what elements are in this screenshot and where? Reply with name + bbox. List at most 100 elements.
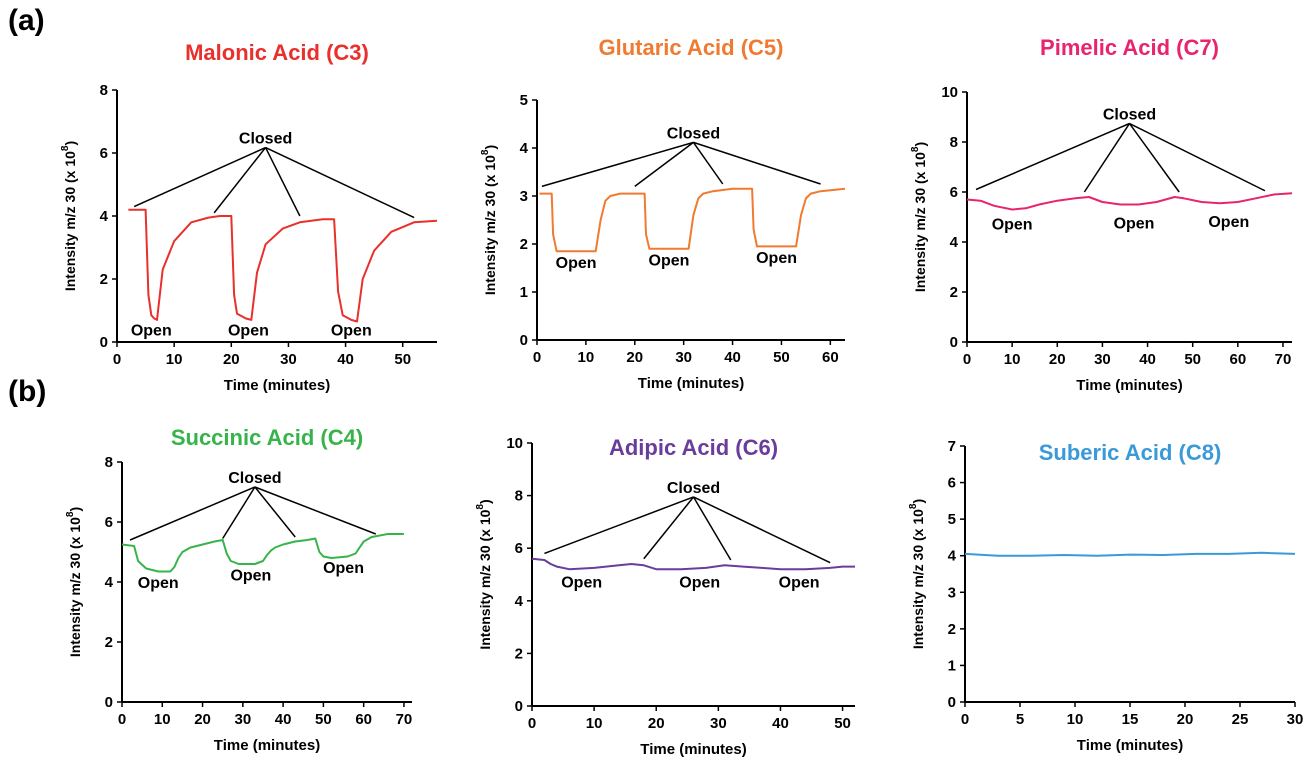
chart-3-open-label: Open	[230, 568, 271, 585]
chart-2-series-line-0	[966, 192, 1293, 211]
chart-4-y-tick-label: 2	[515, 645, 523, 662]
chart-0-open-label: Open	[228, 323, 269, 340]
chart-4-closed-label: Closed	[667, 480, 720, 497]
chart-5-y-tick-label: 7	[948, 438, 956, 455]
chart-2-open-label: Open	[1114, 215, 1155, 232]
chart-3-closed-pointer	[129, 486, 256, 541]
chart-4-x-tick-label: 10	[586, 715, 603, 732]
chart-3-y-tick-label: 2	[105, 634, 113, 651]
chart-4-y-tick-label: 6	[515, 540, 523, 557]
chart-1-open-label: Open	[556, 255, 597, 272]
chart-1-x-tick-label: 40	[724, 349, 741, 366]
chart-5-x-tick-label: 25	[1232, 711, 1249, 728]
chart-5-y-tick-label: 5	[948, 511, 956, 528]
chart-3-closed-pointer	[254, 486, 377, 535]
chart-3-x-tick-label: 50	[315, 711, 332, 728]
chart-5-x-tick-label: 10	[1067, 711, 1084, 728]
chart-5-y-tick-label: 1	[948, 657, 956, 674]
chart-4-x-tick-label: 40	[772, 715, 789, 732]
chart-0-open-label: Open	[131, 323, 172, 340]
chart-3-closed-pointer	[254, 486, 296, 538]
chart-2-x-tick-label: 0	[963, 351, 971, 368]
chart-3-y-tick-label: 8	[105, 454, 113, 471]
chart-0-series-line-0	[128, 208, 438, 323]
chart-3-series-line-0	[121, 533, 404, 573]
chart-3-closed-label: Closed	[228, 470, 281, 487]
chart-4-ylabel: Intensity m/z 30 (x 108)	[475, 499, 493, 649]
chart-1-xlabel: Time (minutes)	[638, 375, 744, 392]
chart-1-x-tick-label: 60	[822, 349, 839, 366]
chart-4-x-tick-label: 50	[834, 715, 851, 732]
chart-5-x-tick-label: 0	[961, 711, 969, 728]
chart-0-closed-pointer	[213, 147, 267, 214]
chart-5-x-tick-label: 5	[1016, 711, 1024, 728]
chart-0-closed-pointer	[265, 146, 415, 219]
chart-1-x-tick-label: 30	[675, 349, 692, 366]
chart-4-x-tick-label: 20	[648, 715, 665, 732]
chart-2-closed-pointer	[1129, 122, 1266, 192]
chart-4-open-label: Open	[779, 575, 820, 592]
chart-4-title: Adipic Acid (C6)	[609, 435, 778, 460]
chart-2-closed-pointer	[1128, 123, 1180, 193]
chart-1-closed-pointer	[634, 141, 694, 187]
chart-5-y-tick-label: 4	[948, 548, 957, 565]
chart-0-ylabel-exponent: 8	[60, 145, 71, 151]
chart-4-x-tick-label: 30	[710, 715, 727, 732]
chart-5-ylabel-close: )	[910, 499, 926, 504]
chart-0-y-tick-label: 8	[100, 82, 108, 99]
chart-0-y-tick-label: 6	[100, 145, 108, 162]
chart-2-x-tick-label: 60	[1229, 351, 1246, 368]
chart-4-ylabel-close: )	[477, 499, 493, 504]
chart-0-ylabel-text: Intensity m/z 30 (x 10	[62, 151, 78, 291]
chart-4-closed-pointer	[643, 496, 695, 560]
chart-4-xlabel: Time (minutes)	[640, 741, 746, 758]
chart-5-y-tick-label: 0	[948, 694, 956, 711]
chart-4-y-tick-label: 0	[515, 698, 523, 715]
chart-1-x-tick-label: 10	[578, 349, 595, 366]
chart-4-open-label: Open	[561, 575, 602, 592]
chart-2-y-tick-label: 4	[950, 234, 959, 251]
chart-5-ylabel-exponent: 8	[908, 503, 919, 509]
chart-5-x-tick-label: 20	[1177, 711, 1194, 728]
chart-1-y-tick-label: 4	[520, 140, 529, 157]
chart-4-series-line-0	[531, 557, 855, 571]
chart-1-x-tick-label: 50	[773, 349, 790, 366]
chart-2-open-label: Open	[1208, 214, 1249, 231]
chart-4-ylabel-text: Intensity m/z 30 (x 10	[477, 509, 493, 649]
chart-0-xlabel: Time (minutes)	[224, 377, 330, 394]
chart-1-title: Glutaric Acid (C5)	[599, 35, 784, 60]
chart-1-y-tick-label: 1	[520, 284, 528, 301]
chart-3-y-tick-label: 6	[105, 514, 113, 531]
chart-0-closed-pointer	[133, 146, 266, 208]
chart-4-ylabel-exponent: 8	[475, 504, 486, 510]
chart-3-y-tick-label: 4	[105, 574, 114, 591]
chart-2-y-tick-label: 8	[950, 134, 958, 151]
chart-1-ylabel-text: Intensity m/z 30 (x 10	[482, 155, 498, 295]
chart-0-title: Malonic Acid (C3)	[185, 40, 369, 65]
chart-1-series-line-0	[539, 187, 846, 253]
chart-2-open-label: Open	[992, 217, 1033, 234]
chart-5-x-tick-label: 30	[1287, 711, 1304, 728]
chart-1-x-tick-label: 20	[626, 349, 643, 366]
chart-3-x-tick-label: 10	[154, 711, 171, 728]
chart-2-x-tick-label: 50	[1184, 351, 1201, 368]
chart-1-ylabel-exponent: 8	[480, 149, 491, 155]
chart-2-x-tick-label: 30	[1094, 351, 1111, 368]
chart-0-y-tick-label: 4	[100, 208, 109, 225]
chart-2-y-tick-label: 6	[950, 184, 958, 201]
chart-2-ylabel-exponent: 8	[910, 146, 921, 152]
chart-3-x-tick-label: 30	[234, 711, 251, 728]
chart-4-closed-pointer	[544, 496, 694, 555]
chart-1-closed-pointer	[693, 141, 821, 185]
chart-1-y-tick-label: 0	[520, 332, 528, 349]
chart-4-closed-pointer	[692, 496, 732, 561]
chart-4-closed-pointer	[693, 496, 831, 564]
chart-3-closed-pointer	[222, 486, 256, 539]
chart-3-ylabel-text: Intensity m/z 30 (x 10	[67, 517, 83, 657]
chart-2-ylabel-text: Intensity m/z 30 (x 10	[912, 152, 928, 292]
chart-1-y-tick-label: 3	[520, 188, 528, 205]
chart-1-closed-pointer	[692, 141, 724, 185]
chart-4-y-tick-label: 10	[506, 435, 523, 452]
